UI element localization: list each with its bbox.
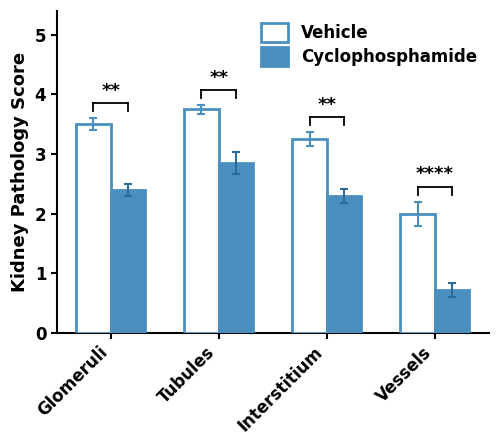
Bar xyxy=(76,124,110,333)
Y-axis label: Kidney Pathology Score: Kidney Pathology Score xyxy=(11,52,29,292)
Bar xyxy=(184,109,219,333)
Text: **: ** xyxy=(101,82,120,100)
Bar xyxy=(110,190,146,333)
Bar xyxy=(435,290,470,333)
Text: **: ** xyxy=(210,69,229,87)
Bar xyxy=(327,196,362,333)
Text: **: ** xyxy=(318,95,336,114)
Bar xyxy=(400,214,435,333)
Text: ****: **** xyxy=(416,165,454,183)
Bar xyxy=(219,163,254,333)
Legend: Vehicle, Cyclophosphamide: Vehicle, Cyclophosphamide xyxy=(258,20,480,70)
Bar xyxy=(292,139,327,333)
